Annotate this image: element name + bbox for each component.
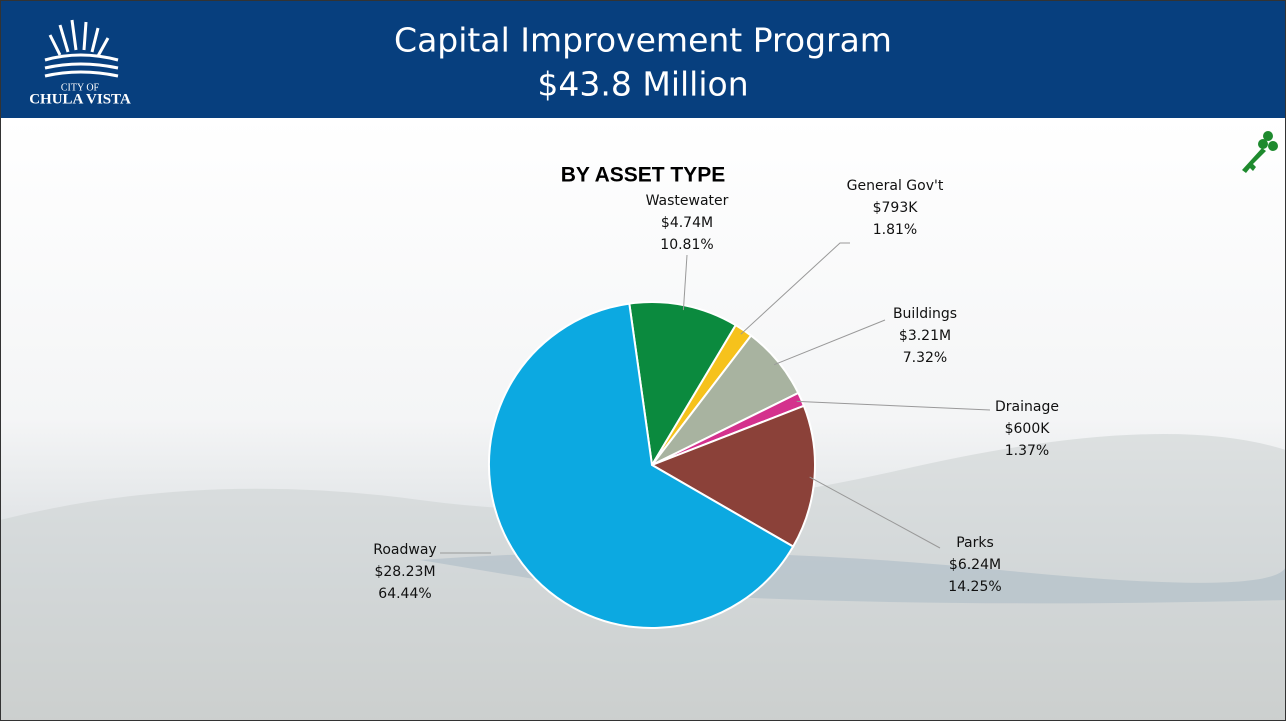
leader-line	[809, 476, 941, 549]
category-label: Wastewater	[646, 193, 729, 209]
pie-slice	[628, 301, 738, 468]
chart-title: BY ASSET TYPE	[561, 164, 726, 187]
key-icon	[1242, 131, 1278, 173]
amount-label: $28.23M	[374, 564, 435, 580]
pie-slice	[488, 302, 795, 629]
logo-text: CITY OF	[61, 82, 100, 93]
pie-slice	[649, 404, 816, 548]
percent-label: 7.32%	[903, 350, 947, 366]
amount-label: $3.21M	[899, 328, 951, 344]
category-label: General Gov't	[847, 178, 944, 194]
percent-label: 1.81%	[873, 222, 917, 238]
leader-line	[796, 400, 991, 411]
amount-label: $6.24M	[949, 557, 1001, 573]
category-label: Roadway	[373, 542, 436, 558]
logo-text: CHULA VISTA	[29, 91, 131, 107]
header-bar	[0, 0, 1286, 118]
amount-label: $793K	[873, 200, 919, 216]
amount-label: $600K	[1005, 421, 1051, 437]
logo-emblem	[44, 19, 119, 78]
amount-label: $4.74M	[661, 215, 713, 231]
category-label: Parks	[956, 535, 994, 551]
category-label: Drainage	[995, 399, 1059, 415]
percent-label: 10.81%	[660, 237, 713, 253]
percent-label: 64.44%	[378, 586, 431, 602]
leader-line	[774, 319, 886, 366]
percent-label: 14.25%	[948, 579, 1001, 595]
slide-subtitle: $43.8 Million	[537, 65, 748, 104]
percent-label: 1.37%	[1005, 443, 1049, 459]
leader-line	[740, 242, 850, 335]
category-label: Buildings	[893, 306, 957, 322]
leader-line	[682, 254, 688, 311]
slide-title: Capital Improvement Program	[394, 21, 892, 60]
